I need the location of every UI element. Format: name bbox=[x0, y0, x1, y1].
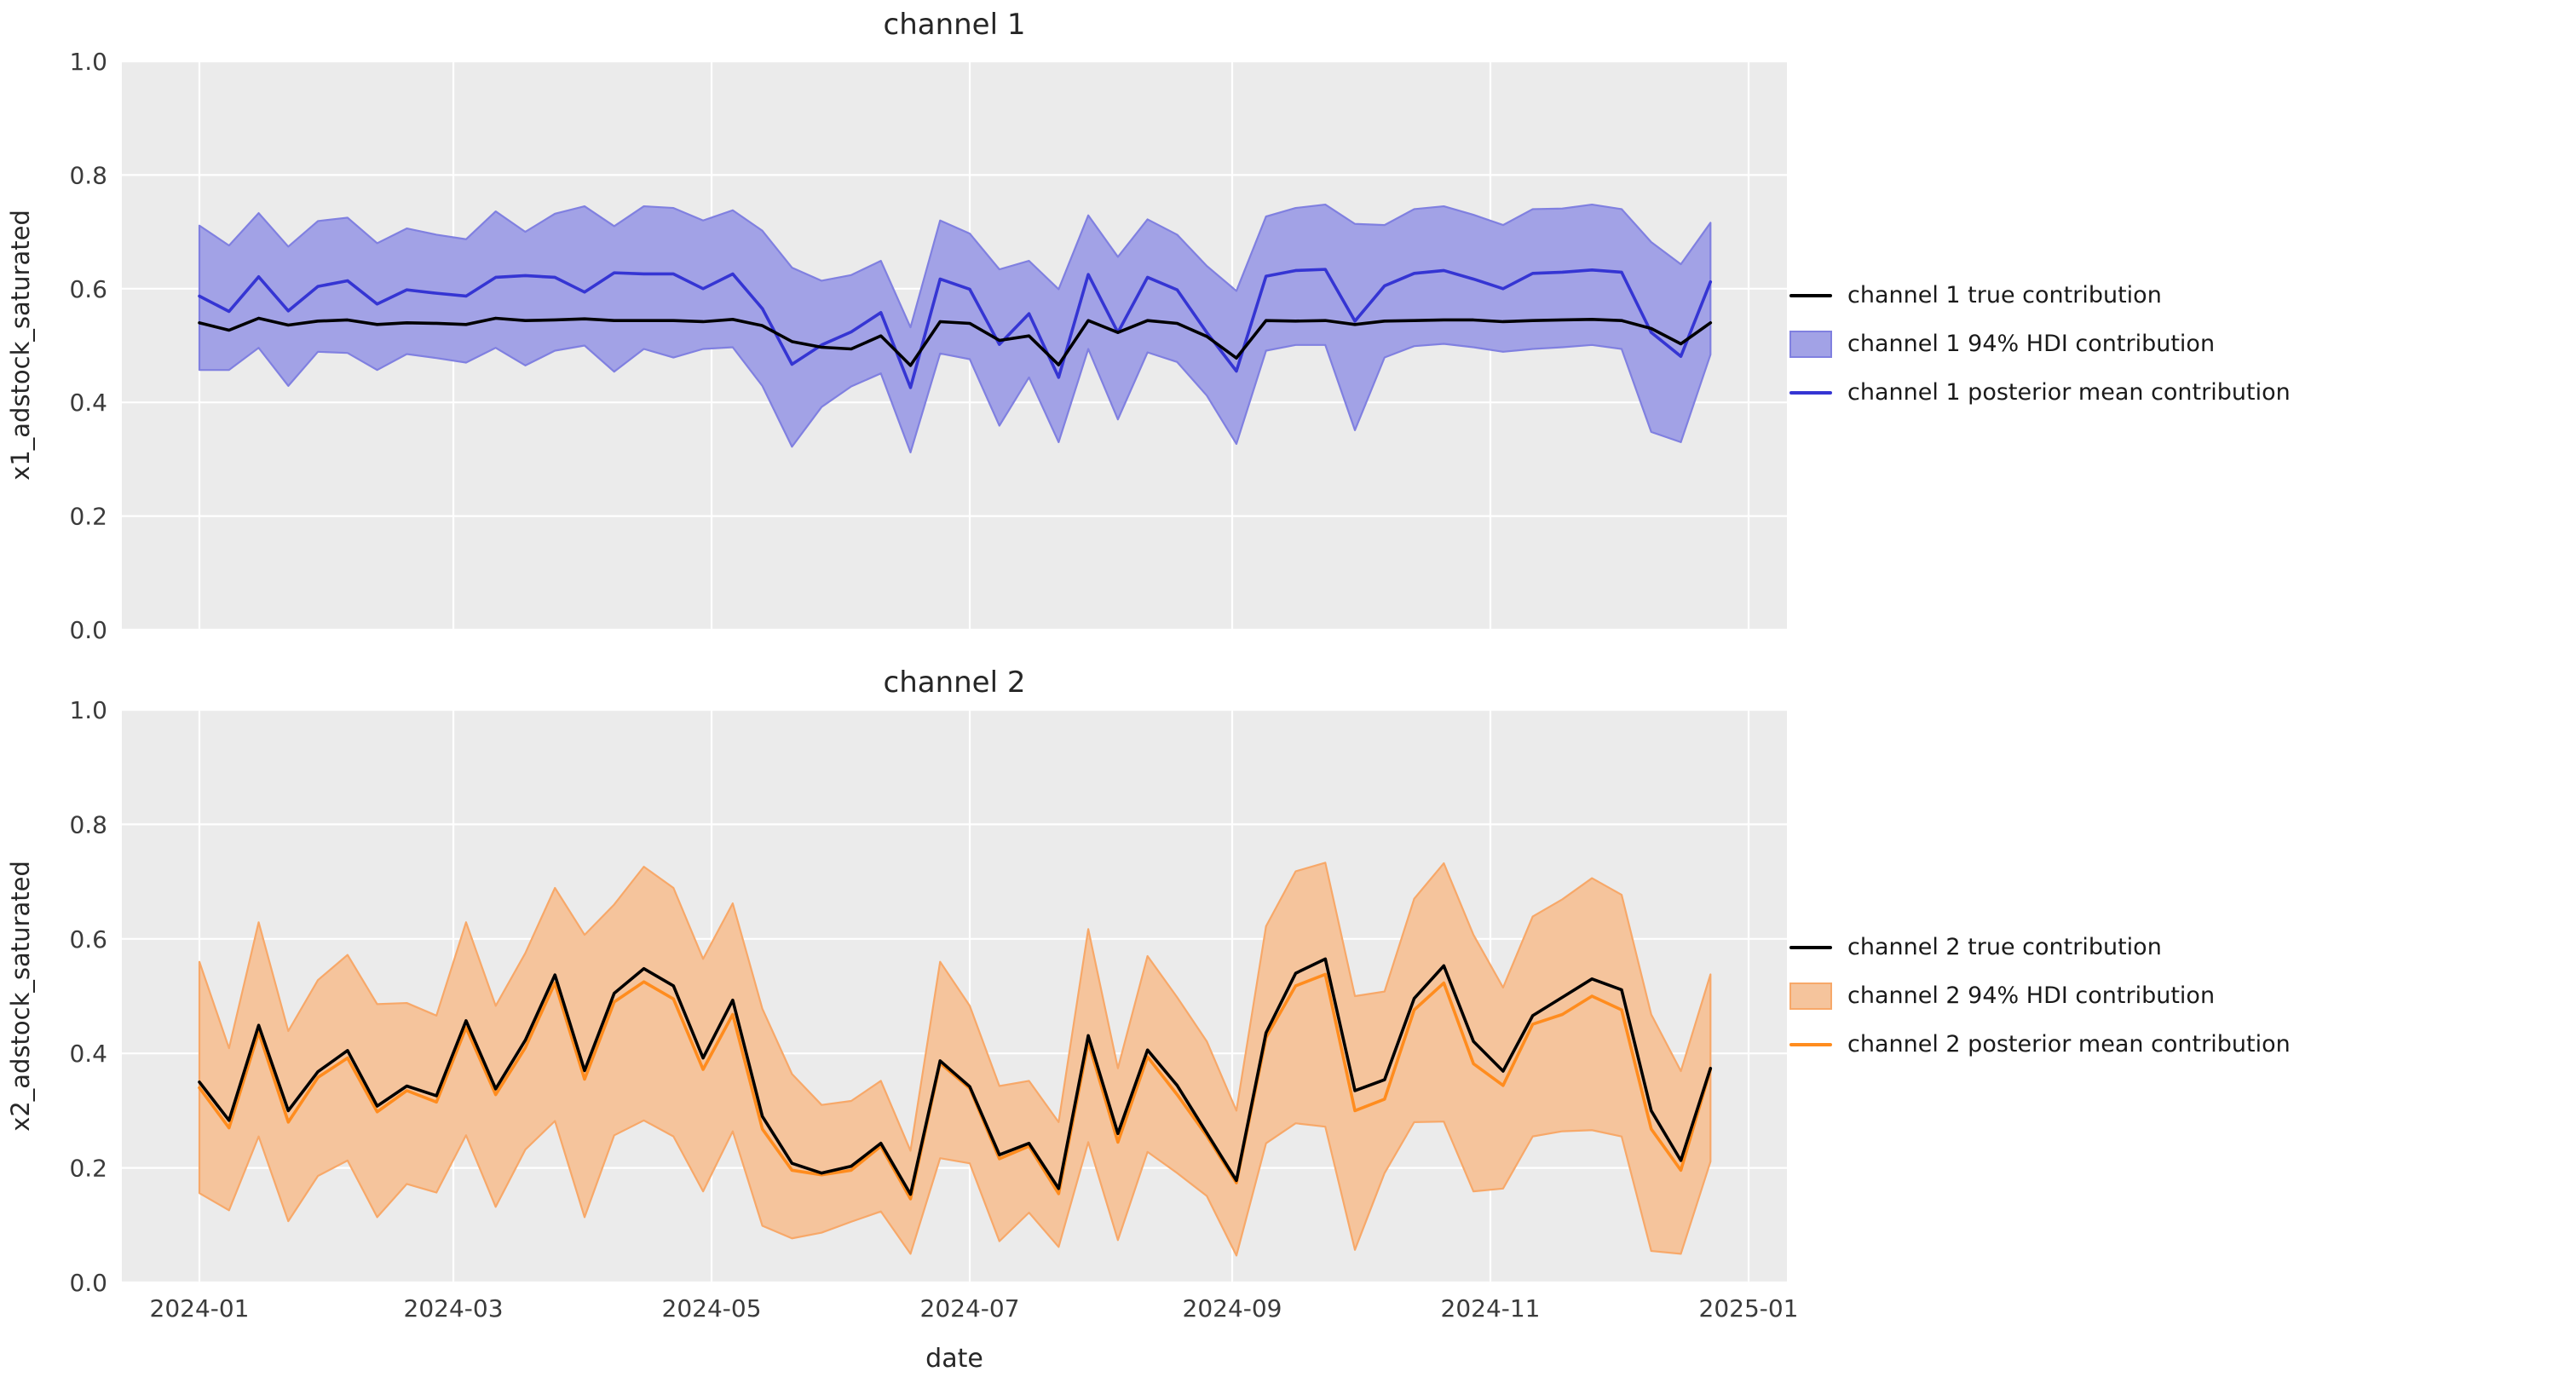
legend-item-true: channel 2 true contribution bbox=[1789, 923, 2291, 971]
x-tick-label: 2024-11 bbox=[1441, 1294, 1541, 1322]
legend-label: channel 2 true contribution bbox=[1847, 934, 2162, 960]
mean-line-swatch-icon bbox=[1789, 1042, 1832, 1046]
x-tick-label: 2024-07 bbox=[920, 1294, 1020, 1322]
legend-item-true: channel 1 true contribution bbox=[1789, 271, 2291, 320]
true-line-swatch-icon bbox=[1789, 945, 1832, 949]
channel-1-legend: channel 1 true contribution channel 1 94… bbox=[1789, 271, 2291, 417]
channel-1-posterior-mean-line bbox=[198, 268, 1713, 389]
legend-item-posterior-mean: channel 2 posterior mean contribution bbox=[1789, 1020, 2291, 1069]
channel-1-y-tick-label: 0.2 bbox=[69, 503, 107, 531]
x-tick-label: 2024-01 bbox=[150, 1294, 250, 1322]
legend-item-hdi: channel 2 94% HDI contribution bbox=[1789, 971, 2291, 1020]
channel-1-y-tick-label: 0.8 bbox=[69, 161, 107, 189]
legend-label: channel 2 posterior mean contribution bbox=[1847, 1031, 2291, 1057]
channel-1-y-tick-label: 0.4 bbox=[69, 389, 107, 417]
channel-2-y-axis-label: x2_adstock_saturated bbox=[6, 861, 35, 1132]
legend-label: channel 1 94% HDI contribution bbox=[1847, 331, 2216, 357]
channel-2-title: channel 2 bbox=[884, 666, 1026, 700]
x-axis-label: date bbox=[925, 1344, 983, 1374]
channel-1-title: channel 1 bbox=[884, 8, 1026, 42]
channel-2-legend: channel 2 true contribution channel 2 94… bbox=[1789, 923, 2291, 1069]
channel-2-axes: 0.0 0.2 0.4 0.6 0.8 1.0 2024-01 2024-03 2024-05 2… bbox=[69, 696, 1798, 1322]
x-tick-label: 2024-03 bbox=[404, 1294, 504, 1322]
channel-2-y-tick-label: 0.2 bbox=[69, 1155, 107, 1183]
channel-1-y-axis-label: x1_adstock_saturated bbox=[6, 210, 35, 481]
channel-1-true-contribution-line bbox=[198, 316, 1713, 367]
x-tick-label: 2025-01 bbox=[1699, 1294, 1799, 1322]
legend-label: channel 2 94% HDI contribution bbox=[1847, 983, 2216, 1009]
legend-label: channel 1 posterior mean contribution bbox=[1847, 379, 2291, 406]
channel-1-hdi-band bbox=[198, 203, 1712, 453]
channel-2-y-tick-label: 0.6 bbox=[69, 925, 107, 954]
channel-2-y-tick-label: 0.0 bbox=[69, 1269, 107, 1297]
hdi-band-swatch-icon bbox=[1789, 982, 1832, 1010]
legend-item-hdi: channel 1 94% HDI contribution bbox=[1789, 320, 2291, 368]
legend-item-posterior-mean: channel 1 posterior mean contribution bbox=[1789, 368, 2291, 417]
hdi-band-swatch-icon bbox=[1789, 330, 1832, 358]
channel-1-axes: 0.0 0.2 0.4 0.6 0.8 1.0 bbox=[69, 48, 1787, 644]
channel-2-true-contribution-line bbox=[198, 957, 1713, 1196]
channel-2-y-tick-label: 1.0 bbox=[69, 696, 107, 724]
mean-line-swatch-icon bbox=[1789, 390, 1832, 395]
channel-2-y-tick-label: 0.4 bbox=[69, 1040, 107, 1068]
channel-1-y-tick-label: 0.6 bbox=[69, 275, 107, 303]
legend-label: channel 1 true contribution bbox=[1847, 282, 2162, 308]
channel-1-y-tick-label: 0.0 bbox=[69, 616, 107, 644]
channel-1-y-tick-label: 1.0 bbox=[69, 48, 107, 76]
channel-2-y-tick-label: 0.8 bbox=[69, 810, 107, 838]
channel-2-hdi-band bbox=[198, 861, 1712, 1257]
true-line-swatch-icon bbox=[1789, 293, 1832, 297]
x-tick-label: 2024-09 bbox=[1183, 1294, 1282, 1322]
x-tick-label: 2024-05 bbox=[662, 1294, 762, 1322]
